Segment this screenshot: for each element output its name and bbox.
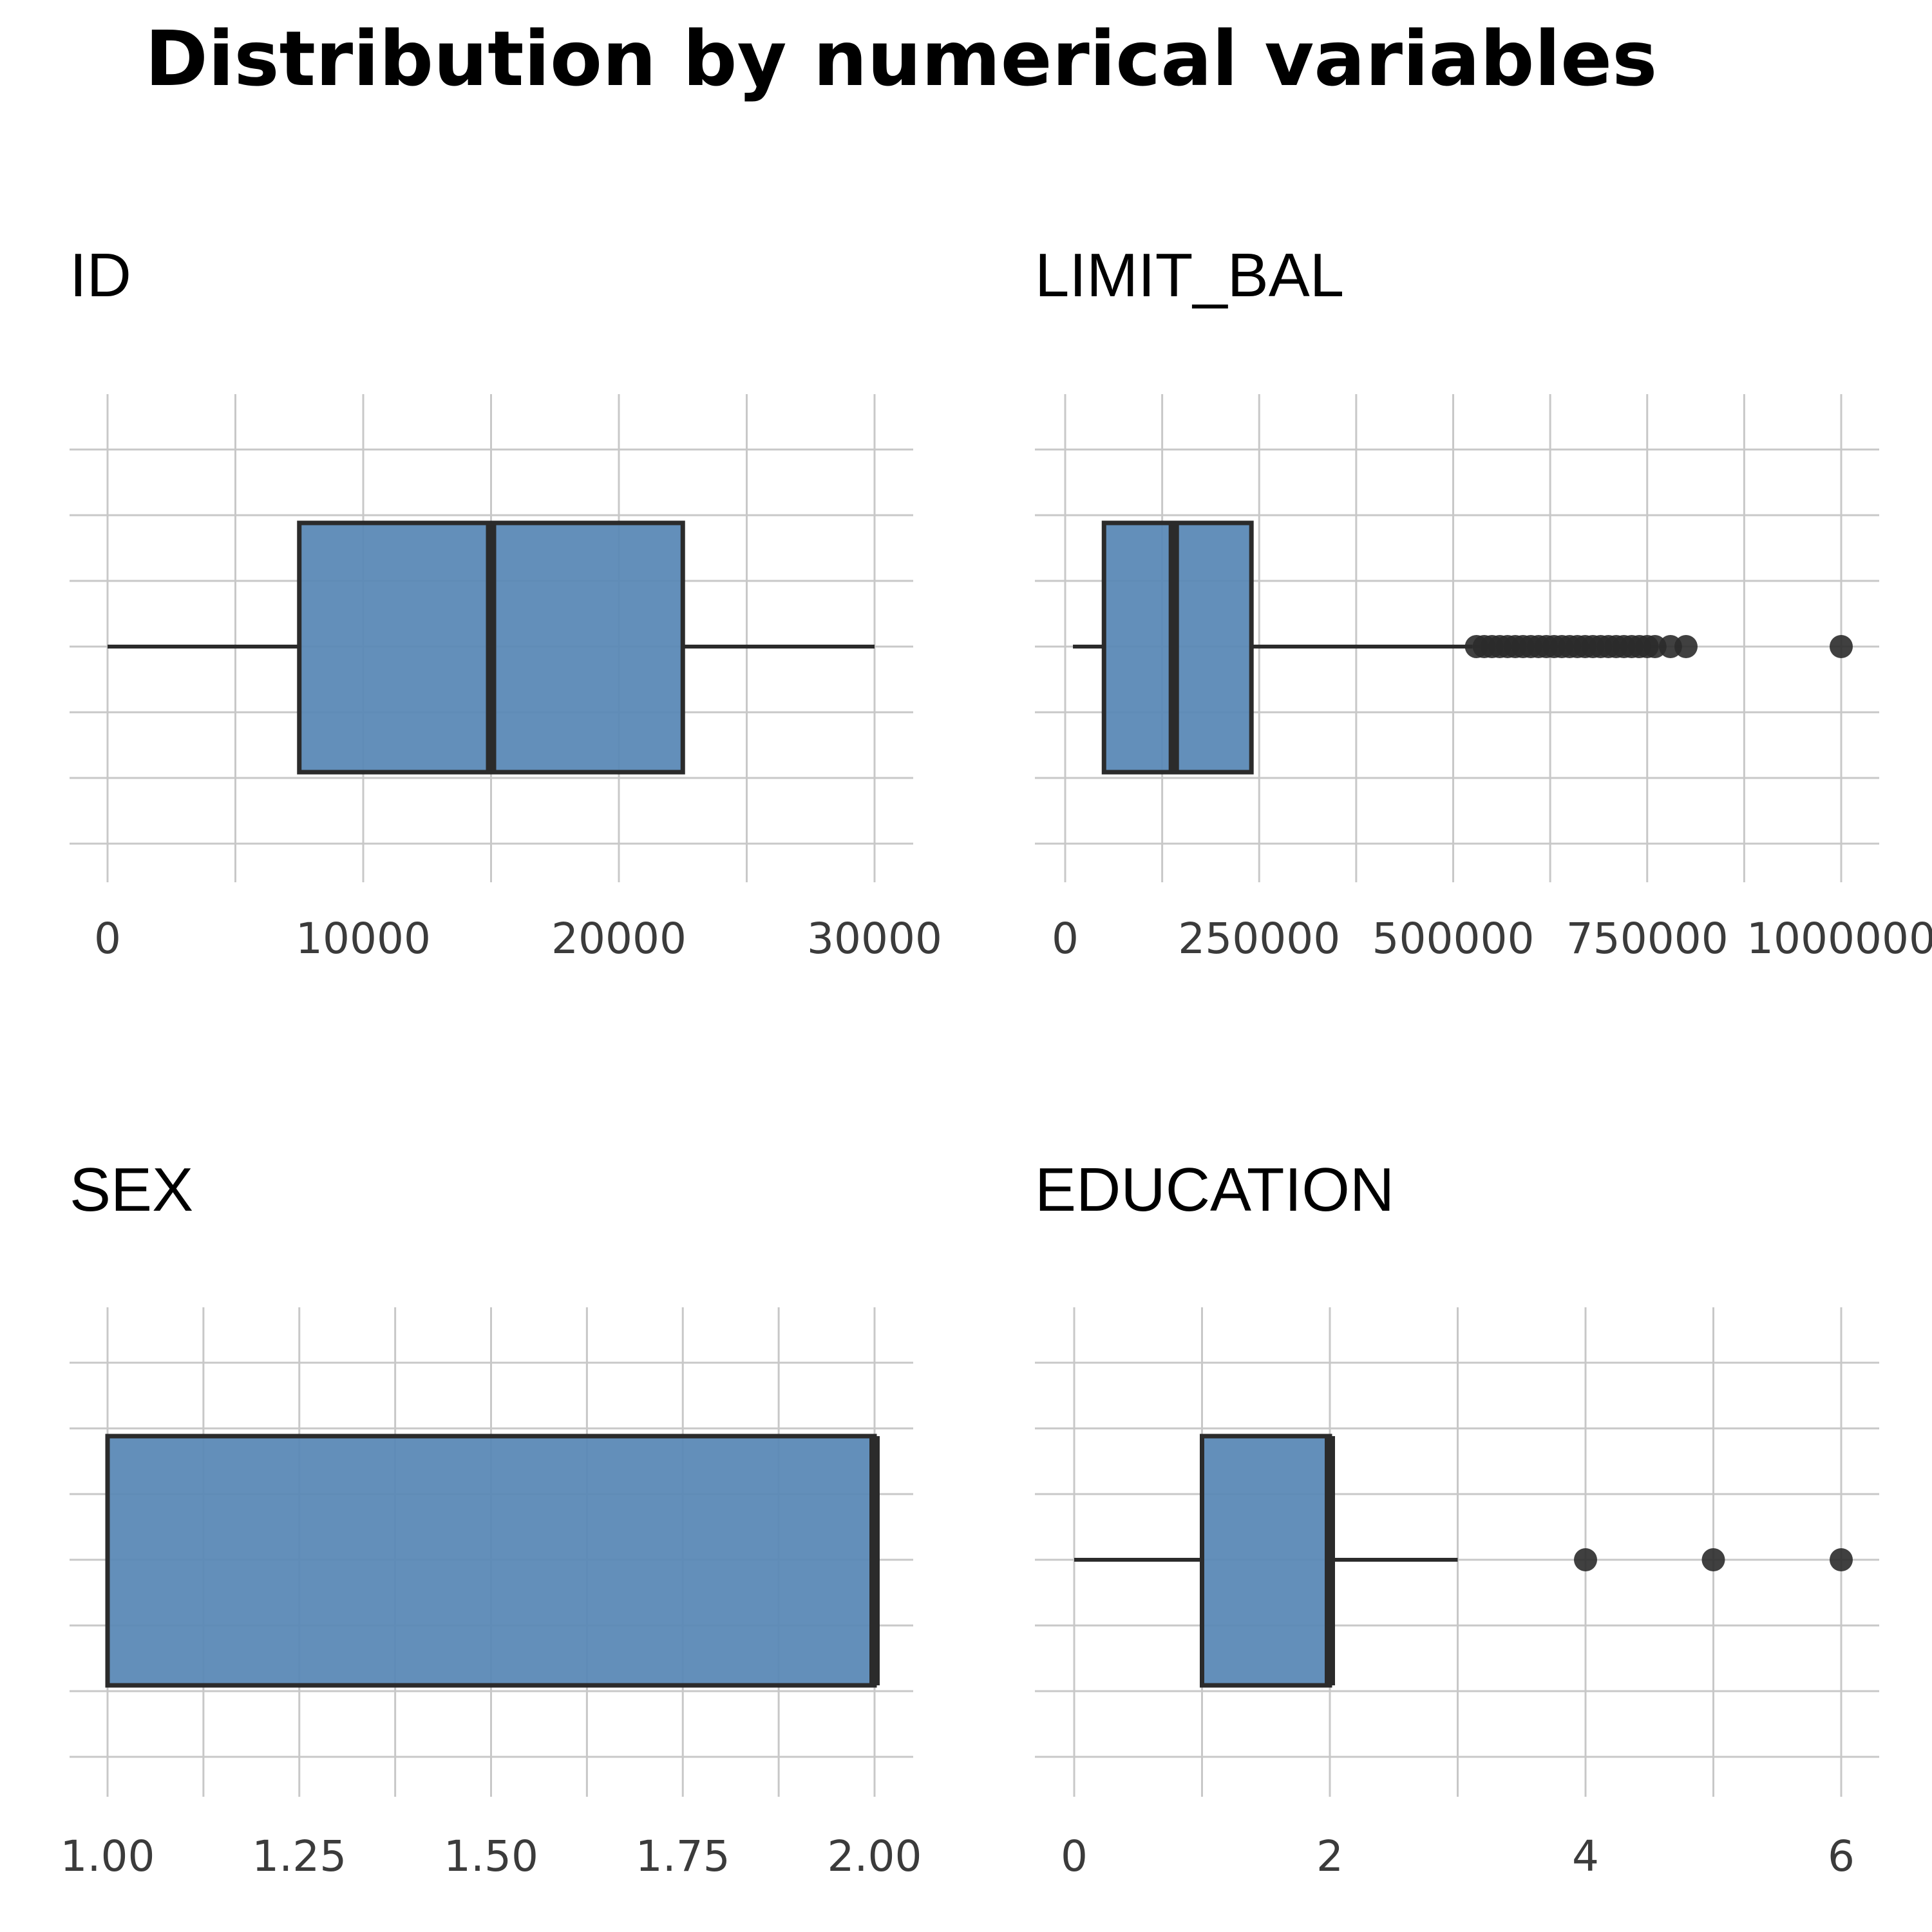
x-tick-label: 0 xyxy=(1052,914,1079,963)
x-tick-label: 4 xyxy=(1572,1832,1599,1881)
panel-title: LIMIT_BAL xyxy=(1035,241,1344,310)
x-tick-label: 1.50 xyxy=(444,1832,538,1881)
x-tick-label: 0 xyxy=(1061,1832,1088,1881)
x-tick-label: 1.75 xyxy=(636,1832,730,1881)
x-tick-label: 1.25 xyxy=(252,1832,346,1881)
x-tick-label: 6 xyxy=(1828,1832,1855,1881)
panel-title: EDUCATION xyxy=(1035,1155,1394,1224)
panel-limit-bal: LIMIT_BAL 0 250000 500000 750000 1000000 xyxy=(1035,241,1932,963)
x-tick-label: 10000 xyxy=(296,914,431,963)
outlier-point xyxy=(1830,635,1853,658)
outlier-point xyxy=(1674,635,1698,658)
x-tick-label: 750000 xyxy=(1566,914,1728,963)
x-tick-label: 2 xyxy=(1316,1832,1343,1881)
panel-title: ID xyxy=(70,241,131,310)
x-tick-label: 1000000 xyxy=(1747,914,1932,963)
x-tick-label: 1.00 xyxy=(61,1832,155,1881)
figure-title: Distribution by numerical variables xyxy=(145,14,1657,103)
outlier-point xyxy=(1701,1548,1725,1571)
x-tick-label: 250000 xyxy=(1178,914,1340,963)
panel-title: SEX xyxy=(70,1155,193,1224)
x-tick-label: 0 xyxy=(94,914,121,963)
box-iqr xyxy=(1200,1434,1332,1688)
panel-id: ID 0 10000 20000 30000 xyxy=(70,241,942,963)
box-iqr xyxy=(105,1434,877,1688)
x-tick-label: 500000 xyxy=(1372,914,1535,963)
panel-education: EDUCATION 0 2 4 6 xyxy=(1035,1155,1879,1881)
outlier-point xyxy=(1830,1548,1853,1571)
panel-sex: SEX 1.00 1.25 1.50 1.75 2.00 xyxy=(61,1155,922,1881)
x-tick-label: 30000 xyxy=(807,914,942,963)
outlier-point xyxy=(1574,1548,1597,1571)
x-tick-label: 20000 xyxy=(551,914,687,963)
x-tick-label: 2.00 xyxy=(828,1832,922,1881)
